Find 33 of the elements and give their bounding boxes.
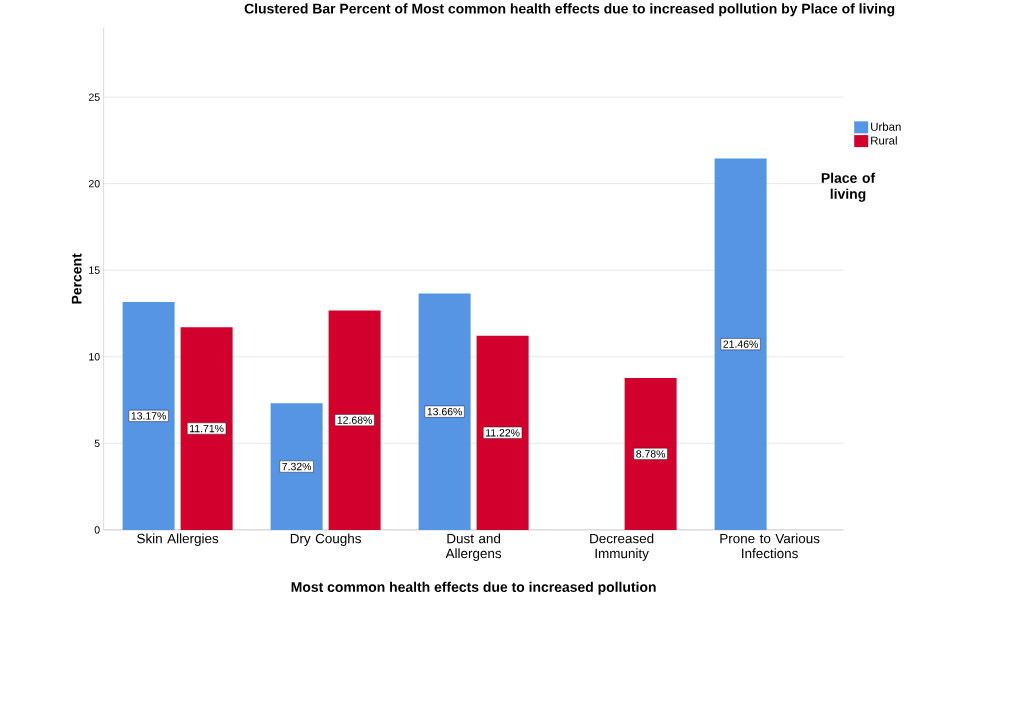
data-label: 11.71% (190, 424, 224, 433)
chart-title: Clustered Bar Percent of Most common health effects due to increased pollution by Place of living (244, 3, 895, 17)
legend-title: Place of living (821, 172, 876, 202)
data-label: 21.46% (723, 340, 758, 348)
x-tick-label: Prone to Various Infections (720, 533, 820, 559)
data-label: 7.32% (282, 462, 312, 471)
x-tick-label: Skin Allergies (137, 533, 219, 546)
bar (624, 377, 677, 530)
y-tick-label: 25 (88, 93, 100, 101)
x-tick-label: Decreased Immunity (590, 533, 654, 561)
data-label: 13.17% (131, 412, 166, 420)
x-tick-label: Dust and Allergens (445, 533, 502, 561)
bar (122, 301, 175, 530)
legend-label: Urban (871, 122, 901, 131)
bar (714, 158, 767, 530)
bar (418, 293, 471, 530)
y-tick-label: 15 (89, 266, 100, 274)
y-tick-label: 20 (88, 179, 100, 188)
bar (328, 310, 381, 530)
y-tick-label: 5 (94, 439, 100, 447)
y-tick-label: 10 (89, 352, 100, 361)
data-label: 8.78% (636, 450, 666, 458)
bar (476, 335, 529, 530)
data-label: 12.68% (337, 416, 372, 424)
bar (180, 327, 233, 530)
bar (270, 403, 323, 530)
legend-label: Rural (871, 136, 897, 145)
data-label: 11.22% (486, 428, 520, 437)
y-axis-title: Percent (71, 253, 82, 304)
x-tick-label: Dry Coughs (290, 533, 361, 546)
data-label: 13.66% (427, 407, 462, 416)
y-tick-label: 0 (94, 526, 100, 534)
x-axis-title: Most common health effects due to increased pollution (291, 581, 656, 595)
